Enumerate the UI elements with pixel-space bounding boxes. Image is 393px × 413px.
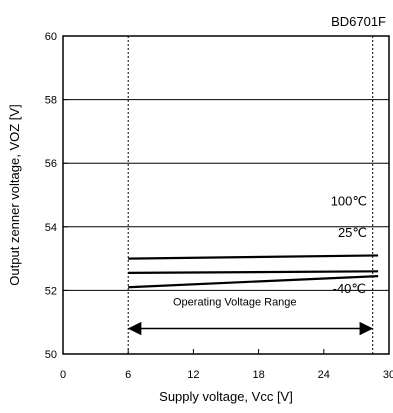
- y-tick-label: 54: [45, 222, 57, 234]
- series-label-2: -40℃: [333, 281, 366, 296]
- y-ticks: 50 52 54 56 58 60: [45, 31, 68, 361]
- series-line-0: [128, 254, 379, 260]
- x-tick-label: 18: [252, 369, 264, 381]
- series-labels: 100℃ 25℃ -40℃: [331, 193, 367, 295]
- x-tick-label: 12: [187, 369, 199, 381]
- y-tick-label: 56: [45, 158, 57, 170]
- y-tick-label: 58: [45, 95, 57, 107]
- chart-title: BD6701F: [331, 14, 386, 29]
- series-line-2: [128, 274, 379, 289]
- range-label: Operating Voltage Range: [173, 296, 297, 308]
- x-ticks: 0 6 12 18 24 30: [60, 349, 393, 381]
- gridlines: [63, 99, 389, 291]
- boundary-lines: [127, 36, 374, 354]
- plot-frame: [62, 35, 390, 355]
- series-label-0: 100℃: [331, 193, 367, 208]
- y-tick-label: 60: [45, 31, 57, 43]
- range-annotation: Operating Voltage Range: [127, 296, 374, 336]
- x-tick-label: 24: [318, 369, 330, 381]
- series-lines: [128, 254, 379, 289]
- x-axis-label: Supply voltage, Vcc [V]: [159, 389, 293, 404]
- series-line-1: [128, 270, 379, 275]
- y-tick-label: 52: [45, 285, 57, 297]
- series-label-1: 25℃: [338, 225, 367, 240]
- y-tick-label: 50: [45, 349, 57, 361]
- x-tick-label: 0: [60, 369, 66, 381]
- x-tick-label: 30: [383, 369, 393, 381]
- x-tick-label: 6: [125, 369, 131, 381]
- y-axis-label: Output zenner voltage, VOZ [V]: [7, 104, 22, 285]
